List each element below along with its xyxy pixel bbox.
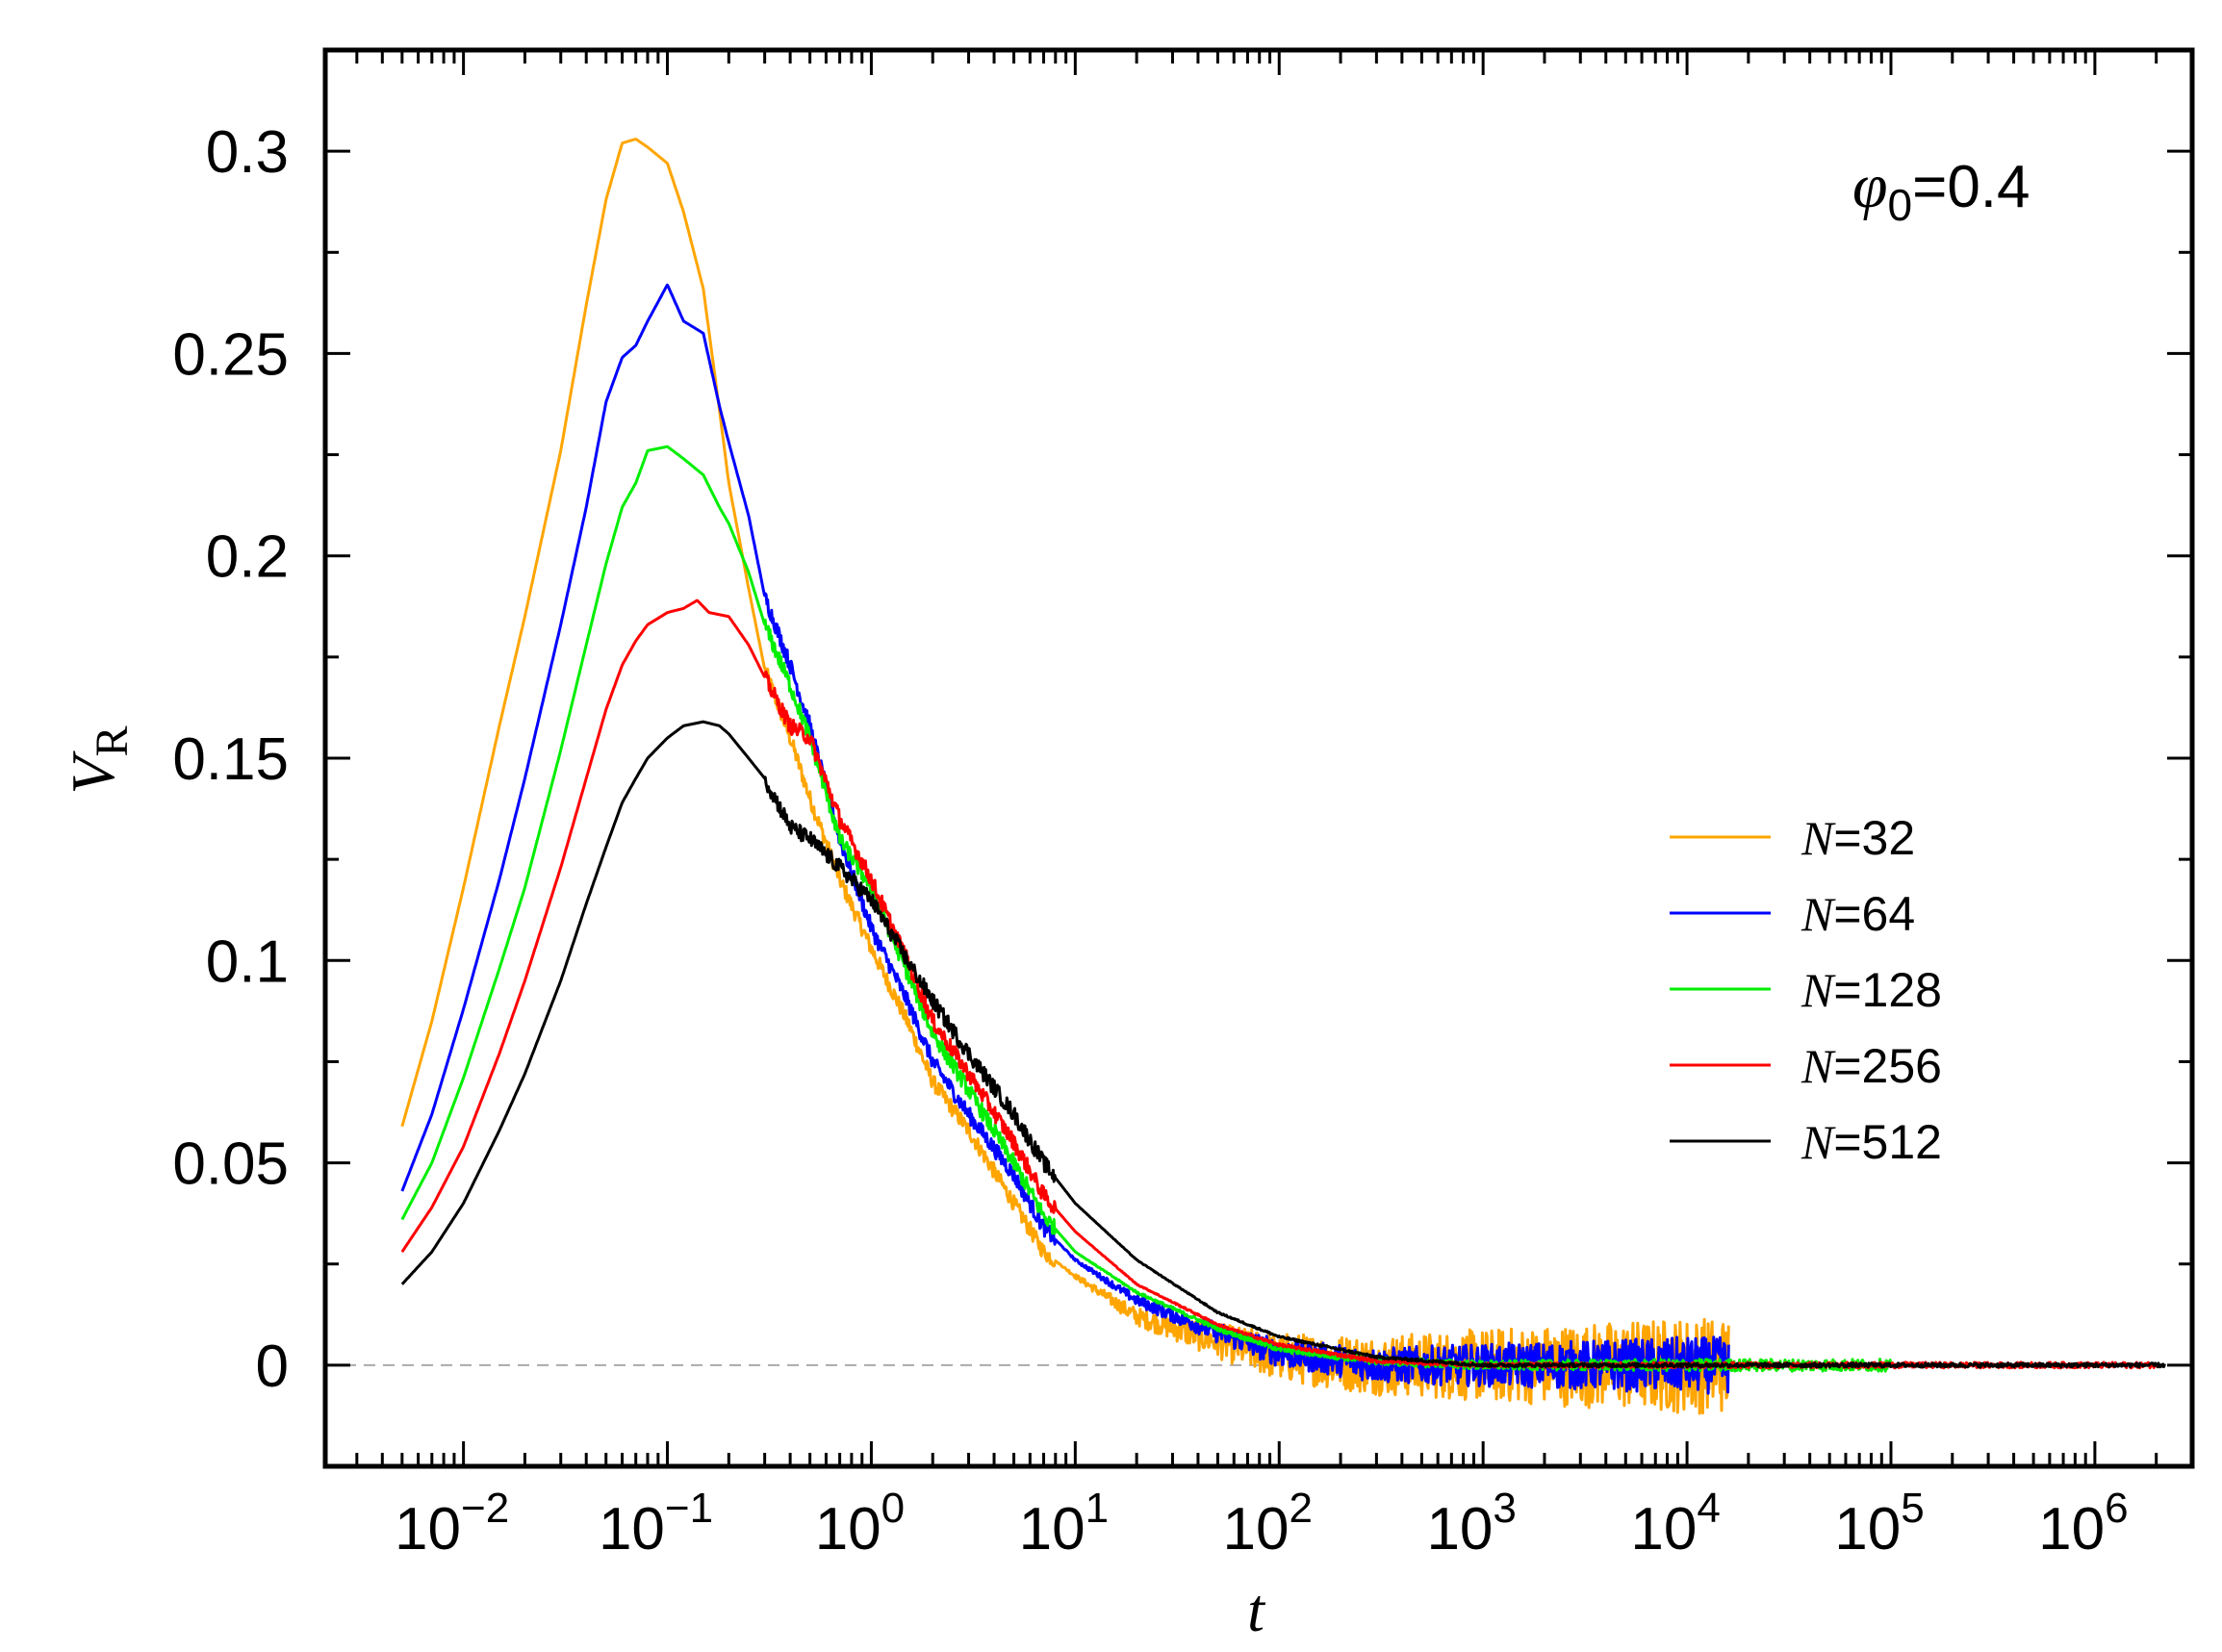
legend-label: N=128: [1801, 963, 1942, 1017]
x-tick-label-exponent: 0: [881, 1485, 905, 1532]
x-axis-title: t: [1247, 1576, 1266, 1644]
x-tick-label: 102: [1223, 1485, 1313, 1563]
series-line: [400, 720, 2166, 1369]
x-tick-label-base: 10: [1223, 1496, 1290, 1563]
x-tick-label-base: 10: [395, 1496, 461, 1563]
x-tick-label-base: 10: [1019, 1496, 1085, 1563]
legend-label-value: =256: [1833, 1039, 1942, 1093]
x-tick-label: 100: [815, 1485, 905, 1563]
y-axis-title-subscript: R: [87, 725, 138, 756]
series-lines: [400, 138, 2166, 1415]
legend-label-var: N: [1801, 887, 1836, 941]
x-tick-label: 10−2: [395, 1485, 509, 1563]
x-tick-label-exponent: 4: [1697, 1485, 1720, 1532]
y-tick-label: 0.2: [206, 524, 289, 591]
x-tick-labels: 10−2 10−1 100 101 102 103 104 105 106: [395, 1485, 2129, 1563]
x-tick-label-base: 10: [2038, 1496, 2105, 1563]
legend-label: N=32: [1801, 811, 1915, 865]
legend-label-value: =64: [1833, 887, 1915, 941]
phi-symbol: φ: [1852, 151, 1888, 221]
legend-label-value: =32: [1833, 811, 1915, 865]
y-tick-label: 0.15: [172, 726, 289, 793]
legend-label-value: =128: [1833, 963, 1942, 1017]
legend-label-var: N: [1801, 1115, 1836, 1169]
x-tick-label-exponent: 1: [1085, 1485, 1109, 1532]
x-tick-label-base: 10: [1630, 1496, 1697, 1563]
x-tick-label: 105: [1834, 1485, 1924, 1563]
legend-label: N=256: [1801, 1039, 1942, 1093]
x-tick-label-exponent: −2: [461, 1485, 509, 1532]
legend-label: N=512: [1801, 1115, 1942, 1169]
x-tick-label: 103: [1426, 1485, 1516, 1563]
y-tick-labels: 0 0.05 0.1 0.15 0.2 0.25 0.3: [172, 119, 289, 1400]
legend-label: N=64: [1801, 887, 1915, 941]
x-tick-label: 10−1: [599, 1485, 713, 1563]
x-tick-label-base: 10: [599, 1496, 665, 1563]
legend-label-var: N: [1801, 963, 1836, 1017]
y-tick-label: 0: [256, 1334, 289, 1400]
x-tick-label-base: 10: [815, 1496, 881, 1563]
x-tick-label-base: 10: [1834, 1496, 1901, 1563]
y-tick-label: 0.25: [172, 321, 289, 388]
y-tick-label: 0.3: [206, 119, 289, 186]
x-tick-label-exponent: 2: [1290, 1485, 1313, 1532]
phi-annotation: φ0=0.4: [1852, 151, 2030, 230]
y-axis-title: VR: [59, 725, 138, 794]
x-tick-label-exponent: 3: [1493, 1485, 1516, 1532]
y-tick-label: 0.05: [172, 1131, 289, 1198]
x-tick-label-exponent: 5: [1901, 1485, 1924, 1532]
legend-label-var: N: [1801, 1039, 1836, 1093]
y-axis-title-var: V: [59, 750, 127, 795]
phi-value: =0.4: [1912, 154, 2030, 220]
x-tick-label-exponent: −1: [665, 1485, 713, 1532]
x-tick-label-exponent: 6: [2105, 1485, 2128, 1532]
y-tick-label: 0.1: [206, 928, 289, 995]
x-tick-label: 106: [2038, 1485, 2128, 1563]
x-tick-label: 104: [1630, 1485, 1720, 1563]
x-tick-label-base: 10: [1426, 1496, 1493, 1563]
plot-frame: [322, 47, 2195, 1469]
legend-label-value: =512: [1833, 1115, 1942, 1169]
x-tick-label: 101: [1019, 1485, 1109, 1563]
phi-subscript: 0: [1888, 180, 1913, 230]
legend-label-var: N: [1801, 811, 1836, 865]
